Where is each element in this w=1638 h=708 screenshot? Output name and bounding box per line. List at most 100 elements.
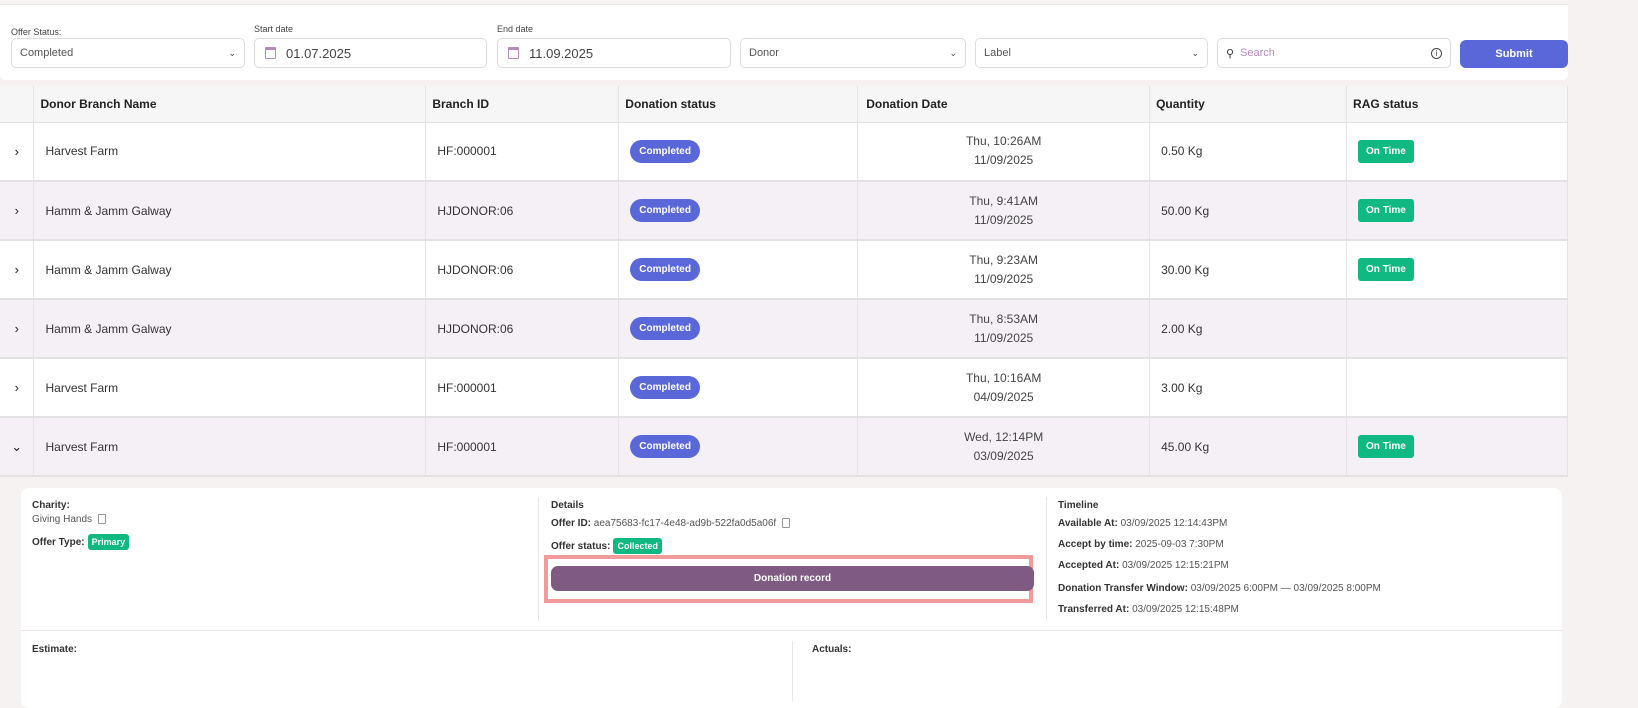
- charity-label: Charity:: [32, 500, 70, 511]
- table-header: Donor Branch Name Branch ID Donation sta…: [0, 86, 1568, 123]
- donor-branch-name: Hamm & Jamm Galway: [33, 240, 427, 300]
- offer-type-badge: Primary: [87, 534, 130, 550]
- donation-status-cell: Completed: [618, 181, 859, 241]
- rag-status-badge: On Time: [1358, 435, 1414, 458]
- header-quantity[interactable]: Quantity: [1149, 86, 1348, 123]
- copy-icon[interactable]: [782, 518, 791, 529]
- donation-day-time: Thu, 10:16AM: [965, 370, 1042, 385]
- donations-table: Donor Branch Name Branch ID Donation sta…: [0, 86, 1568, 477]
- timeline-label: Transferred At:: [1058, 604, 1130, 615]
- donation-date-value: 11/09/2025: [974, 153, 1034, 168]
- branch-id: HF:000001: [425, 417, 620, 477]
- timeline-item: Transferred At: 03/09/2025 12:15:48PM: [1058, 604, 1239, 615]
- search-placeholder: Search: [1240, 47, 1275, 59]
- branch-id: HJDONOR:06: [425, 181, 620, 241]
- quantity: 2.00 Kg: [1149, 299, 1348, 359]
- submit-button[interactable]: Submit: [1460, 40, 1568, 68]
- donation-status-cell: Completed: [618, 122, 859, 182]
- start-date-input[interactable]: 01.07.2025: [254, 38, 487, 68]
- timeline-label: Donation Transfer Window:: [1058, 583, 1188, 594]
- donation-day-time: Thu, 8:53AM: [969, 311, 1038, 326]
- quantity: 30.00 Kg: [1149, 240, 1348, 300]
- donor-branch-name: Harvest Farm: [33, 417, 427, 477]
- chevron-right-icon[interactable]: ›: [0, 240, 35, 300]
- chevron-right-icon[interactable]: ›: [0, 122, 35, 182]
- info-icon[interactable]: i: [1431, 47, 1442, 59]
- table-row[interactable]: › Hamm & Jamm Galway HJDONOR:06 Complete…: [0, 181, 1568, 241]
- donation-status-badge: Completed: [630, 199, 700, 222]
- timeline-value: 03/09/2025 12:15:21PM: [1122, 560, 1229, 571]
- table-row[interactable]: › Harvest Farm HF:000001 Completed Thu, …: [0, 358, 1568, 418]
- donation-status-badge: Completed: [630, 376, 700, 399]
- branch-id: HF:000001: [425, 122, 620, 182]
- quantity: 0.50 Kg: [1149, 122, 1348, 182]
- donation-record-button[interactable]: Donation record: [551, 566, 1034, 591]
- header-rag-status[interactable]: RAG status: [1346, 86, 1568, 123]
- rag-status-badge: On Time: [1358, 258, 1414, 281]
- donor-placeholder: Donor: [749, 47, 779, 59]
- donation-date-value: 11/09/2025: [974, 212, 1034, 227]
- rag-status-cell: On Time: [1346, 240, 1568, 300]
- chevron-right-icon[interactable]: ›: [0, 299, 35, 359]
- donor-branch-name: Harvest Farm: [33, 358, 427, 418]
- charity-name: Giving Hands: [32, 514, 93, 525]
- branch-id: HJDONOR:06: [425, 240, 620, 300]
- divider: [792, 641, 793, 701]
- donation-date: Thu, 9:41AM 11/09/2025: [857, 181, 1151, 241]
- donation-status-badge: Completed: [630, 139, 700, 163]
- timeline-label: Accepted At:: [1058, 560, 1120, 571]
- table-row[interactable]: › Hamm & Jamm Galway HJDONOR:06 Complete…: [0, 240, 1568, 300]
- table-row[interactable]: › Harvest Farm HF:000001 Completed Thu, …: [0, 122, 1568, 182]
- charity-value: Giving Hands: [32, 514, 107, 525]
- rag-status-cell: On Time: [1346, 181, 1568, 241]
- expanded-details-card: [21, 488, 1562, 708]
- header-donor-branch-name[interactable]: Donor Branch Name: [33, 86, 427, 123]
- header-branch-id[interactable]: Branch ID: [425, 86, 620, 123]
- chevron-down-icon[interactable]: ⌄: [0, 417, 35, 477]
- donation-date: Wed, 12:14PM 03/09/2025: [857, 417, 1151, 477]
- header-donation-date[interactable]: Donation Date: [857, 86, 1151, 123]
- donation-date-value: 04/09/2025: [973, 389, 1034, 404]
- offer-id-value: aea75683-fc17-4e48-ad9b-522fa0d5a06f: [593, 518, 777, 529]
- donor-branch-name: Hamm & Jamm Galway: [33, 181, 427, 241]
- details-heading: Details: [551, 500, 584, 511]
- search-icon: ⚲: [1226, 47, 1235, 60]
- donation-status-cell: Completed: [618, 299, 859, 359]
- offer-status-select[interactable]: Completed ⌄: [11, 38, 245, 68]
- chevron-down-icon: ⌄: [228, 47, 236, 58]
- table-row[interactable]: › Hamm & Jamm Galway HJDONOR:06 Complete…: [0, 299, 1568, 359]
- donation-status-badge: Completed: [630, 317, 700, 340]
- donation-date-value: 03/09/2025: [973, 448, 1034, 463]
- calendar-icon: [265, 47, 276, 59]
- offer-type: Offer Type: Primary: [32, 534, 130, 550]
- donation-date: Thu, 9:23AM 11/09/2025: [857, 240, 1151, 300]
- divider: [1046, 497, 1047, 621]
- donor-select[interactable]: Donor ⌄: [740, 38, 966, 68]
- search-input[interactable]: ⚲ Search i: [1217, 38, 1451, 68]
- copy-icon[interactable]: [98, 514, 107, 525]
- calendar-icon: [508, 47, 519, 59]
- donation-date-value: 11/09/2025: [974, 271, 1034, 286]
- end-date-value: 11.09.2025: [529, 45, 594, 61]
- timeline-item: Donation Transfer Window: 03/09/2025 6:0…: [1058, 583, 1381, 594]
- donation-date-value: 11/09/2025: [974, 330, 1034, 345]
- donation-day-time: Thu, 9:41AM: [969, 193, 1038, 208]
- donation-status-cell: Completed: [618, 240, 859, 300]
- donation-date: Thu, 10:16AM 04/09/2025: [857, 358, 1151, 418]
- timeline-item: Accept by time: 2025-09-03 7:30PM: [1058, 539, 1224, 550]
- chevron-right-icon[interactable]: ›: [0, 181, 35, 241]
- donation-status-badge: Completed: [630, 258, 700, 281]
- chevron-right-icon[interactable]: ›: [0, 358, 35, 418]
- header-donation-status[interactable]: Donation status: [618, 86, 859, 123]
- start-date-label: Start date: [254, 24, 294, 34]
- label-select[interactable]: Label ⌄: [975, 38, 1208, 68]
- end-date-input[interactable]: 11.09.2025: [497, 38, 731, 68]
- quantity: 50.00 Kg: [1149, 181, 1348, 241]
- timeline-label: Accept by time:: [1058, 539, 1133, 550]
- timeline-value: 03/09/2025 12:15:48PM: [1132, 604, 1239, 615]
- table-row[interactable]: ⌄ Harvest Farm HF:000001 Completed Wed, …: [0, 417, 1568, 477]
- divider: [21, 630, 1562, 631]
- rag-status-cell: [1346, 299, 1568, 359]
- timeline-value: 2025-09-03 7:30PM: [1135, 539, 1224, 550]
- branch-id: HF:000001: [425, 358, 620, 418]
